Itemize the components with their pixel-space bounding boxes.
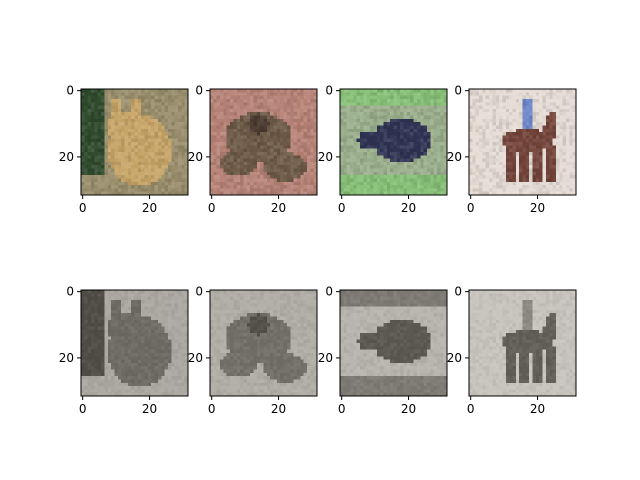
axes-frame (468, 88, 577, 196)
image-horse (469, 290, 577, 397)
x-tick-label: 20 (401, 201, 416, 215)
x-tick-label: 0 (208, 402, 216, 416)
axes-frame (339, 289, 448, 397)
axes-frame (209, 88, 318, 196)
axes-frame (80, 289, 189, 397)
y-tick-label: 20 (59, 351, 74, 365)
y-tick-label: 0 (66, 84, 74, 98)
subplot-frog-reconstruction: 0 20 0 20 (188, 285, 318, 416)
y-tick-label: 0 (325, 285, 333, 299)
subplot-frog-original: 0 20 0 20 (188, 84, 318, 215)
image-bird (340, 89, 448, 196)
axes-frame (468, 289, 577, 397)
subplot-cat-reconstruction: 0 20 0 20 (59, 285, 189, 416)
y-tick-label: 0 (195, 285, 203, 299)
y-tick-label: 0 (325, 84, 333, 98)
y-tick-label: 20 (318, 351, 333, 365)
subplot-bird-reconstruction: 0 20 0 20 (318, 285, 448, 416)
y-tick-label: 0 (454, 285, 462, 299)
y-tick-label: 0 (66, 285, 74, 299)
image-cat (81, 290, 189, 397)
x-tick-label: 0 (208, 201, 216, 215)
axes-frame (80, 88, 189, 196)
x-tick-label: 0 (338, 402, 346, 416)
x-tick-label: 0 (338, 201, 346, 215)
y-tick-label: 20 (447, 150, 462, 164)
image-cat (81, 89, 189, 196)
subplot-horse-original: 0 20 0 20 (447, 84, 577, 215)
x-tick-label: 0 (467, 201, 475, 215)
image-bird (340, 290, 448, 397)
subplot-horse-reconstruction: 0 20 0 20 (447, 285, 577, 416)
x-tick-label: 20 (142, 402, 157, 416)
y-tick-label: 20 (188, 351, 203, 365)
image-horse (469, 89, 577, 196)
x-tick-label: 0 (79, 201, 87, 215)
x-tick-label: 20 (401, 402, 416, 416)
axes-frame (209, 289, 318, 397)
y-tick-label: 20 (188, 150, 203, 164)
subplot-cat-original: 0 20 0 20 (59, 84, 189, 215)
x-tick-label: 20 (142, 201, 157, 215)
y-tick-label: 20 (318, 150, 333, 164)
y-tick-label: 20 (59, 150, 74, 164)
x-tick-label: 20 (271, 201, 286, 215)
x-tick-label: 20 (530, 402, 545, 416)
y-tick-label: 0 (454, 84, 462, 98)
image-frog (210, 290, 318, 397)
x-tick-label: 20 (530, 201, 545, 215)
y-tick-label: 0 (195, 84, 203, 98)
axes-frame (339, 88, 448, 196)
image-frog (210, 89, 318, 196)
x-tick-label: 0 (467, 402, 475, 416)
x-tick-label: 0 (79, 402, 87, 416)
y-tick-label: 20 (447, 351, 462, 365)
subplot-bird-original: 0 20 0 20 (318, 84, 448, 215)
x-tick-label: 20 (271, 402, 286, 416)
